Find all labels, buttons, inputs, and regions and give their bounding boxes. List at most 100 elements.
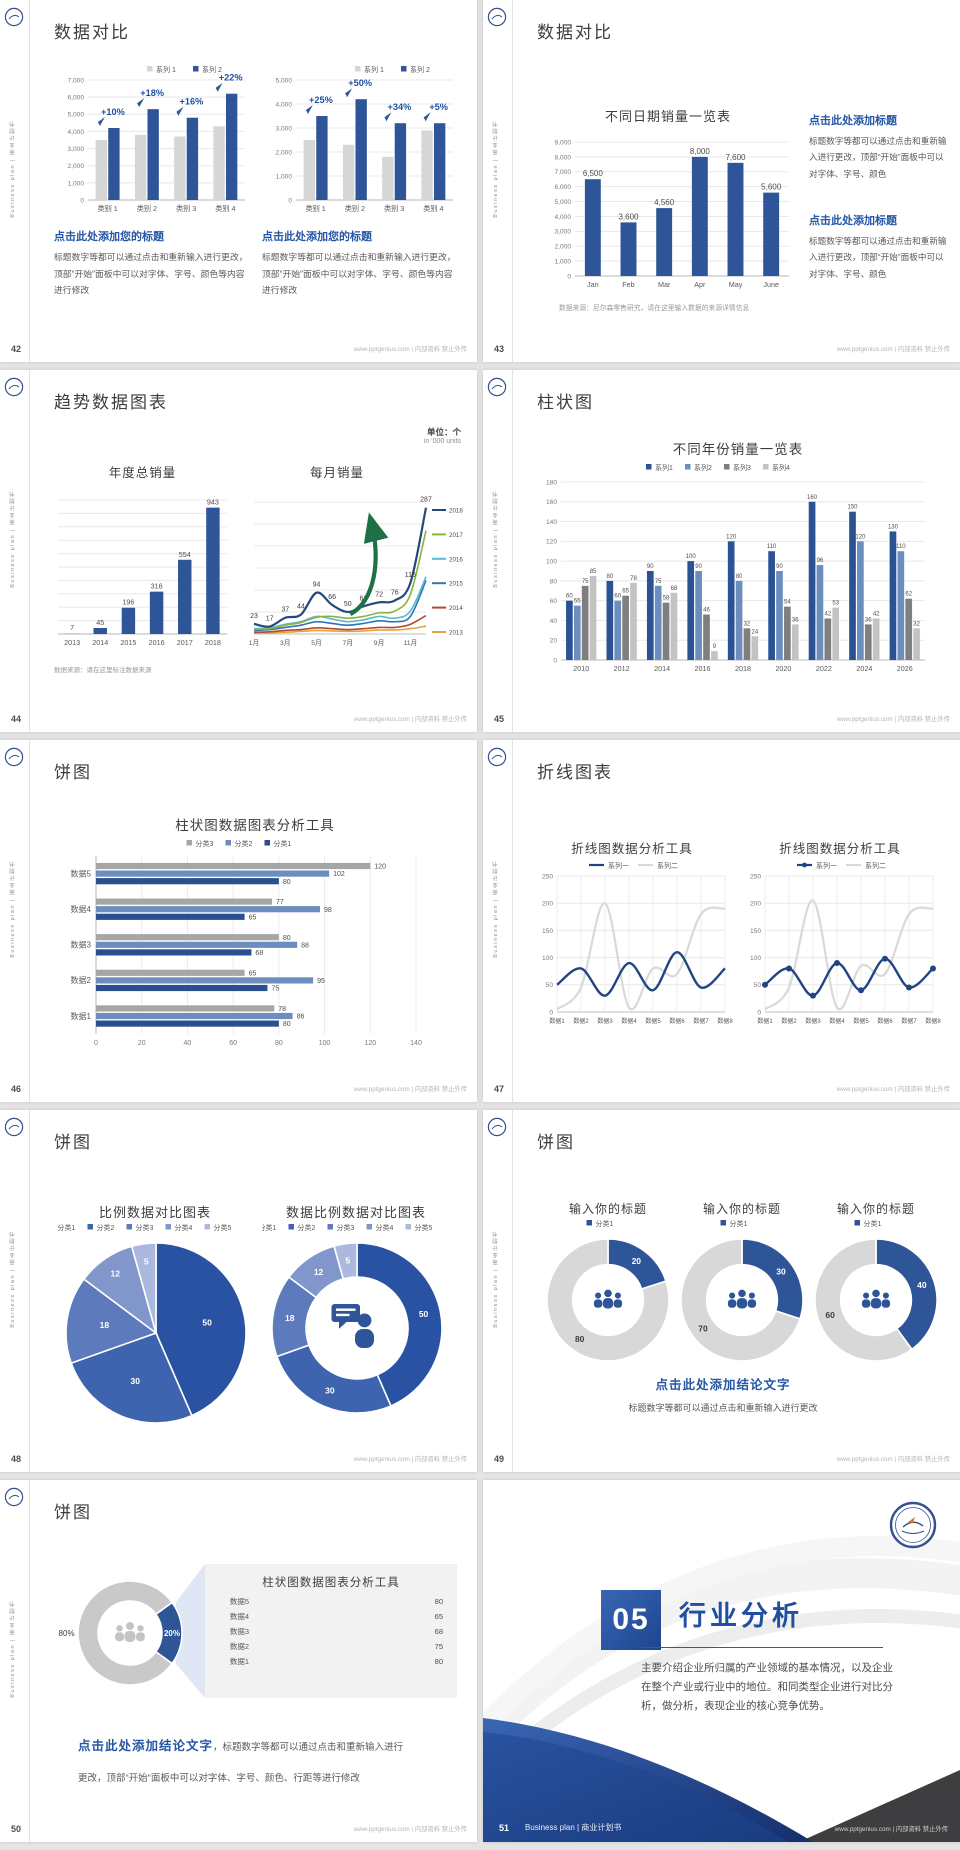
slide-47[interactable]: Business plan | 商业计划书 折线图表 折线图数据分析工具 折线图… xyxy=(483,740,960,1102)
svg-text:2014: 2014 xyxy=(92,638,108,647)
svg-text:数据5: 数据5 xyxy=(645,1017,661,1025)
svg-text:150: 150 xyxy=(750,928,761,935)
svg-text:80%: 80% xyxy=(59,1629,75,1638)
slide-sidebar: Business plan | 商业计划书 xyxy=(483,1110,513,1472)
svg-text:0: 0 xyxy=(80,197,84,204)
svg-text:类别 3: 类别 3 xyxy=(176,204,196,213)
svg-text:5月: 5月 xyxy=(311,639,322,647)
svg-text:94: 94 xyxy=(313,582,321,589)
svg-text:2016: 2016 xyxy=(449,556,463,563)
svg-text:5: 5 xyxy=(144,1257,149,1267)
sidebar-vertical-text: Business plan | 商业计划书 xyxy=(10,120,16,218)
block-body: 标题数字等都可以通过点击和重新输入进行更改，顶部“开始”面板中可以对字体、字号、… xyxy=(54,252,248,296)
svg-text:75: 75 xyxy=(271,986,279,993)
svg-text:系列 2: 系列 2 xyxy=(410,65,430,74)
svg-text:75: 75 xyxy=(655,579,662,585)
svg-text:数据5: 数据5 xyxy=(853,1017,869,1025)
svg-text:数据8: 数据8 xyxy=(717,1017,733,1025)
panel-bar-row: 数据5 80 xyxy=(229,1596,443,1606)
svg-text:数据7: 数据7 xyxy=(693,1017,709,1025)
svg-text:类别 2: 类别 2 xyxy=(137,204,157,213)
sidebar-vertical-text: Business plan | 商业计划书 xyxy=(10,860,16,958)
slide-footer: www.pptgenius.com | 内部资料 禁止外传 xyxy=(836,716,950,723)
svg-text:9,000: 9,000 xyxy=(554,139,571,146)
svg-text:90: 90 xyxy=(695,564,702,570)
svg-text:7,600: 7,600 xyxy=(725,153,746,162)
svg-text:7,000: 7,000 xyxy=(67,77,84,84)
slide-footer: www.pptgenius.com | 内部资料 禁止外传 xyxy=(836,1456,950,1463)
brand-logo-icon xyxy=(4,1487,24,1507)
svg-text:110: 110 xyxy=(767,544,777,550)
svg-text:7月: 7月 xyxy=(343,639,354,647)
slide-title: 柱状图 xyxy=(537,393,594,412)
svg-text:53: 53 xyxy=(832,601,839,607)
svg-text:0: 0 xyxy=(553,657,557,664)
svg-text:系列二: 系列二 xyxy=(657,861,678,870)
svg-text:50: 50 xyxy=(344,601,352,608)
chart-title: 折线图数据分析工具 xyxy=(779,842,901,856)
svg-text:May: May xyxy=(729,280,743,289)
slide-title: 饼图 xyxy=(54,1503,92,1522)
svg-text:102: 102 xyxy=(333,871,345,878)
svg-text:40: 40 xyxy=(917,1280,927,1290)
svg-text:96: 96 xyxy=(817,558,824,564)
svg-text:0: 0 xyxy=(757,1009,761,1016)
slide-43[interactable]: Business plan | 商业计划书 数据对比 不同日期销量一览表 0 1,… xyxy=(483,0,960,362)
svg-text:36: 36 xyxy=(865,617,872,623)
slide-title: 饼图 xyxy=(54,763,92,782)
line-chart-markers: 系列一 系列二 0 50 100 150 200 250 数据1 数据2 数据3 数据4 数据5 数据6 数… xyxy=(739,860,941,1032)
svg-text:140: 140 xyxy=(546,519,557,526)
svg-text:2022: 2022 xyxy=(816,664,832,673)
svg-text:类别 4: 类别 4 xyxy=(423,204,443,213)
slide-46[interactable]: Business plan | 商业计划书 饼图 柱状图数据图表分析工具 分类3… xyxy=(0,740,477,1102)
svg-text:分类4: 分类4 xyxy=(175,1223,193,1232)
slide-42[interactable]: Business plan | 商业计划书 数据对比 系列 1 系列 2 0 1,00… xyxy=(0,0,477,362)
svg-text:类别 3: 类别 3 xyxy=(384,204,404,213)
donut-chart: 20% 80% xyxy=(48,1568,218,1698)
text-block: 点击此处添加标题 标题数字等都可以通过点击和重新输入进行更改，顶部“开始”面板中… xyxy=(809,112,947,182)
data-source-note: 数据来源：尼尔森零售研究，请在这里输入数据的来源详情信息 xyxy=(559,305,750,312)
svg-text:120: 120 xyxy=(546,539,557,546)
svg-text:6,000: 6,000 xyxy=(67,95,84,102)
chart-title: 年度总销量 xyxy=(108,466,177,480)
svg-text:3月: 3月 xyxy=(280,639,291,647)
slide-50[interactable]: Business plan | 商业计划书 饼图 20% 80% 柱状图数据图表分… xyxy=(0,1480,477,1842)
slide-49[interactable]: Business plan | 商业计划书 饼图 输入你的标题 输入你的标题 输… xyxy=(483,1110,960,1472)
svg-text:类别 1: 类别 1 xyxy=(97,204,117,213)
donut-title: 输入你的标题 xyxy=(702,1202,781,1216)
svg-text:18: 18 xyxy=(285,1313,295,1323)
page-number: 48 xyxy=(11,1454,22,1464)
svg-text:50: 50 xyxy=(419,1309,429,1319)
slide-44[interactable]: Business plan | 商业计划书 趋势数据图表 单位：个 in '00… xyxy=(0,370,477,732)
svg-text:160: 160 xyxy=(546,499,557,506)
slide-48[interactable]: Business plan | 商业计划书 饼图 比例数据对比图表 数据比例数据… xyxy=(0,1110,477,1472)
grouped-bar-chart: 系列 1 系列 2 0 1,000 2,000 3,000 4,000 5,000 类别 1 类别… xyxy=(262,64,457,218)
block-body: 标题数字等都可以通过点击和重新输入进行更改，顶部“开始”面板中可以对字体、字号、… xyxy=(809,236,947,279)
svg-text:12: 12 xyxy=(314,1267,324,1277)
svg-text:2,000: 2,000 xyxy=(554,244,571,251)
svg-text:分类1: 分类1 xyxy=(262,1223,276,1232)
svg-text:37: 37 xyxy=(281,607,289,614)
funnel-connector xyxy=(176,1564,205,1698)
svg-text:62: 62 xyxy=(905,592,912,598)
school-emblem-icon xyxy=(889,1501,937,1549)
svg-text:250: 250 xyxy=(542,873,553,880)
conclusion-heading: 点击此处添加结论文字 xyxy=(655,1378,791,1392)
svg-text:116: 116 xyxy=(405,572,416,579)
brand-logo-icon xyxy=(487,747,507,767)
svg-text:42: 42 xyxy=(824,611,831,617)
svg-text:系列一: 系列一 xyxy=(816,861,837,870)
slide-45[interactable]: Business plan | 商业计划书 柱状图 不同年份销量一览表 系列1 系… xyxy=(483,370,960,732)
svg-text:76: 76 xyxy=(391,590,399,597)
svg-text:75: 75 xyxy=(582,579,589,585)
text-block: 点击此处添加您的标题 标题数字等都可以通过点击和重新输入进行更改，顶部“开始”面… xyxy=(262,228,460,299)
page-number: 46 xyxy=(11,1084,22,1094)
slide-51[interactable]: 05 行业分析 主要介绍企业所归属的产业领域的基本情况，以及企业在整个产业或行业… xyxy=(483,1480,960,1842)
svg-text:30: 30 xyxy=(776,1267,786,1277)
svg-text:分类2: 分类2 xyxy=(235,839,253,848)
page-number: 50 xyxy=(11,1824,22,1834)
svg-text:100: 100 xyxy=(319,1040,331,1047)
svg-text:80: 80 xyxy=(283,879,291,886)
bar-panel: 柱状图数据图表分析工具 数据5 80 数据4 65 数据3 68 数据2 75 数据1 80 xyxy=(205,1564,457,1698)
